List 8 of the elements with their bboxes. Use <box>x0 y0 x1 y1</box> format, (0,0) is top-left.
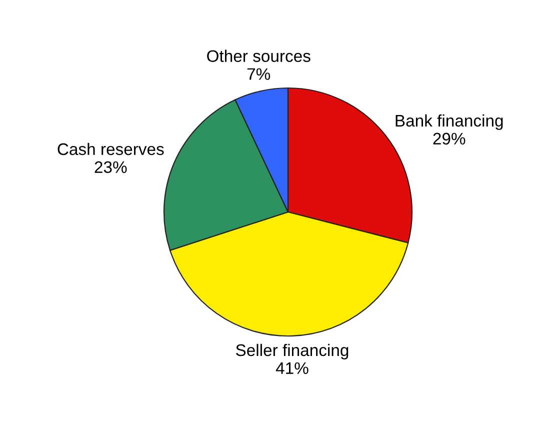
data-label: 7% <box>247 68 270 80</box>
data-label: 41% <box>276 362 308 374</box>
slice-label: Other sources <box>207 50 310 62</box>
data-label: 29% <box>433 132 466 145</box>
data-label: 23% <box>94 161 127 174</box>
slice-label: Bank financing <box>396 114 503 130</box>
slice-label: Cash reserves <box>58 142 164 156</box>
slice-label: Seller financing <box>236 344 348 360</box>
